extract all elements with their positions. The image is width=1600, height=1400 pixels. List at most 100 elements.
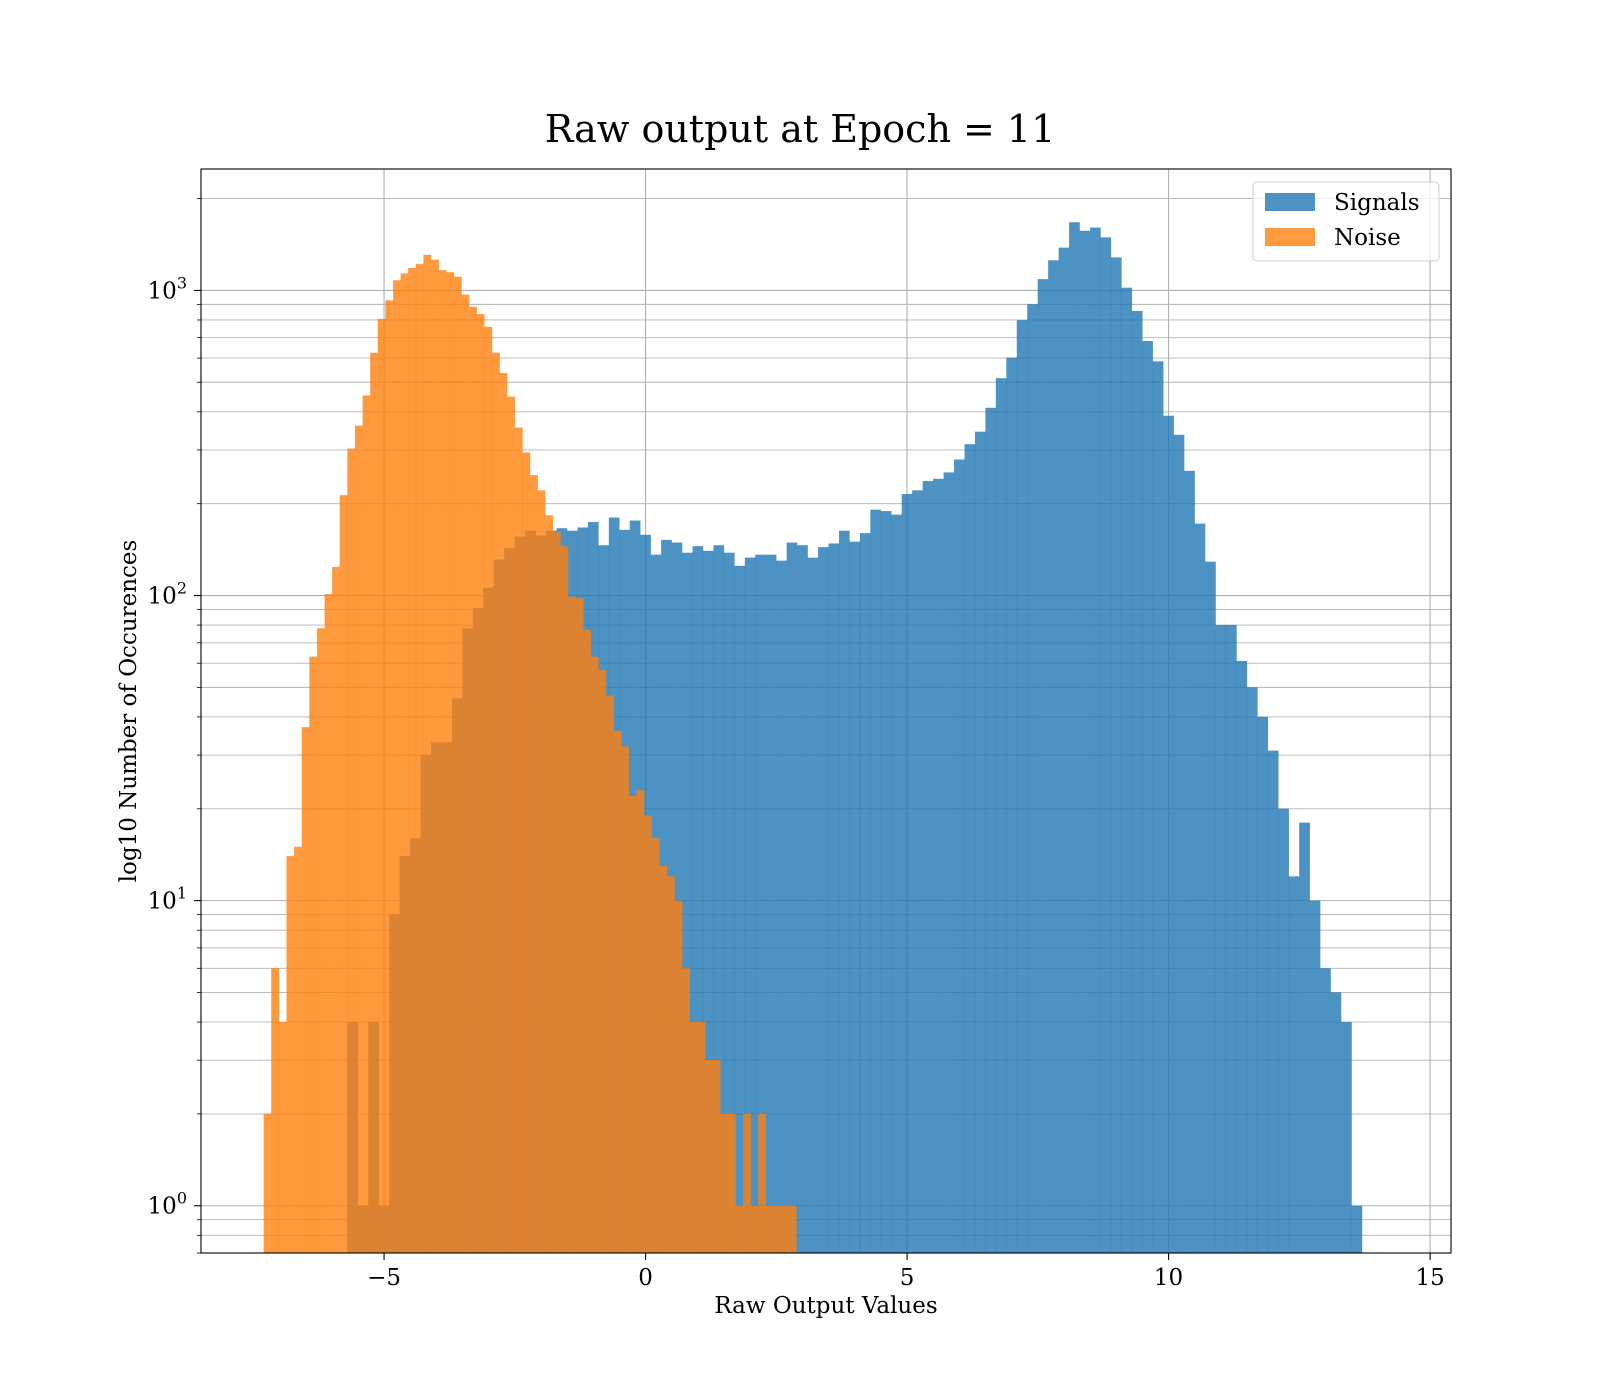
histogram-bar bbox=[870, 509, 882, 1254]
series-noise-bars bbox=[263, 254, 797, 1254]
y-tick-label: 102 bbox=[148, 579, 187, 610]
histogram-bar bbox=[773, 1205, 782, 1254]
histogram-bar bbox=[1173, 434, 1185, 1254]
histogram-bar bbox=[818, 547, 829, 1254]
histogram-bar bbox=[859, 533, 871, 1254]
histogram-bar bbox=[682, 968, 691, 1254]
histogram-bar bbox=[1089, 227, 1101, 1254]
histogram-bar bbox=[1100, 237, 1112, 1254]
histogram-bar bbox=[1048, 260, 1059, 1254]
histogram-bar bbox=[491, 352, 500, 1254]
y-tick-label: 103 bbox=[148, 273, 187, 304]
histogram-bar bbox=[659, 865, 668, 1254]
histogram-bar bbox=[1351, 1205, 1363, 1254]
histogram-bar bbox=[552, 532, 561, 1254]
histogram-bar bbox=[651, 838, 660, 1254]
x-tick-label: −5 bbox=[367, 1265, 401, 1291]
histogram-bar bbox=[933, 478, 944, 1254]
histogram-bar bbox=[807, 557, 819, 1254]
histogram-bar bbox=[408, 267, 417, 1254]
histogram-bar bbox=[1215, 624, 1227, 1254]
histogram-bar bbox=[765, 554, 777, 1254]
histogram-bar bbox=[727, 1113, 736, 1254]
histogram-bar bbox=[583, 630, 592, 1254]
histogram-bar bbox=[453, 276, 462, 1254]
y-axis-label: log10 Number of Occurences bbox=[116, 540, 142, 883]
histogram-bar bbox=[301, 727, 310, 1254]
histogram-bar bbox=[354, 425, 363, 1254]
histogram-bar bbox=[507, 396, 516, 1254]
chart-title: Raw output at Epoch = 11 bbox=[545, 107, 1056, 151]
histogram-bar bbox=[1236, 660, 1248, 1254]
histogram-bar bbox=[1267, 750, 1279, 1254]
histogram-bar bbox=[1225, 624, 1237, 1254]
y-tick-label: 100 bbox=[148, 1189, 187, 1220]
histogram-bar bbox=[423, 254, 432, 1254]
histogram-bar bbox=[786, 542, 798, 1254]
histogram-bar bbox=[943, 472, 955, 1254]
histogram-bar bbox=[1131, 310, 1143, 1254]
histogram-bar bbox=[922, 481, 934, 1254]
histogram-bar bbox=[1320, 968, 1331, 1254]
x-tick-label: 5 bbox=[900, 1265, 915, 1291]
histogram-bar bbox=[735, 1205, 744, 1254]
plot-frame bbox=[200, 168, 1452, 1254]
histogram-bar bbox=[743, 1113, 751, 1254]
legend-swatch-signals bbox=[1265, 193, 1315, 211]
histogram-bar bbox=[891, 514, 902, 1254]
histogram-bar bbox=[880, 511, 892, 1254]
histogram-bar bbox=[704, 1060, 713, 1254]
histogram-bar bbox=[499, 372, 508, 1254]
x-axis-label: Raw Output Values bbox=[714, 1293, 937, 1319]
histogram-bar bbox=[1288, 876, 1300, 1254]
histogram-bar bbox=[689, 1021, 698, 1254]
histogram-bar bbox=[1006, 357, 1018, 1254]
histogram-bar bbox=[1152, 361, 1164, 1254]
histogram-bar bbox=[636, 790, 645, 1254]
histogram-bar bbox=[621, 746, 630, 1254]
histogram-bar bbox=[697, 1021, 706, 1254]
histogram-bar bbox=[712, 1060, 721, 1254]
histogram-bar bbox=[606, 695, 614, 1254]
histogram-bar bbox=[849, 541, 861, 1254]
histogram-bar bbox=[1027, 304, 1038, 1254]
histogram-bar bbox=[1309, 900, 1321, 1254]
histogram-bar bbox=[1163, 415, 1174, 1254]
histogram-bar bbox=[324, 594, 333, 1254]
histogram-bar bbox=[1246, 687, 1258, 1254]
histogram-bar bbox=[1341, 1021, 1352, 1254]
x-tick-label: 10 bbox=[1154, 1265, 1183, 1291]
histogram-bar bbox=[613, 730, 622, 1254]
histogram-bar bbox=[476, 314, 485, 1254]
y-axis-ticks: 100 101 102 103 bbox=[148, 198, 201, 1254]
histogram-bar bbox=[575, 598, 584, 1254]
histogram-bar bbox=[529, 475, 538, 1254]
histogram-bar bbox=[781, 1205, 789, 1254]
histogram-bar bbox=[598, 669, 607, 1254]
histogram-bar bbox=[758, 1113, 767, 1254]
histogram-bar bbox=[294, 846, 302, 1254]
histogram-bar bbox=[271, 968, 280, 1254]
histogram-bar bbox=[278, 1021, 287, 1254]
histogram-bars bbox=[263, 222, 1363, 1254]
histogram-bar bbox=[332, 566, 341, 1254]
histogram-bar bbox=[1194, 523, 1206, 1254]
histogram-bar bbox=[985, 407, 997, 1254]
histogram-bar bbox=[347, 448, 356, 1254]
histogram-bar bbox=[674, 900, 683, 1254]
legend-label-signals: Signals bbox=[1334, 190, 1420, 216]
histogram-bar bbox=[362, 395, 371, 1254]
histogram-bar bbox=[415, 264, 424, 1254]
histogram-bar bbox=[339, 495, 348, 1254]
histogram-bar bbox=[377, 318, 386, 1254]
histogram-bar bbox=[1205, 561, 1216, 1254]
histogram-bar bbox=[484, 326, 493, 1254]
histogram-bar bbox=[316, 628, 325, 1254]
histogram-bar bbox=[964, 444, 976, 1254]
histogram-bar bbox=[1058, 247, 1070, 1254]
histogram-bar bbox=[1110, 257, 1122, 1254]
histogram-bar bbox=[765, 1205, 774, 1254]
histogram-bar bbox=[590, 656, 599, 1254]
histogram-bar bbox=[828, 543, 840, 1254]
histogram-bar bbox=[750, 1205, 759, 1254]
